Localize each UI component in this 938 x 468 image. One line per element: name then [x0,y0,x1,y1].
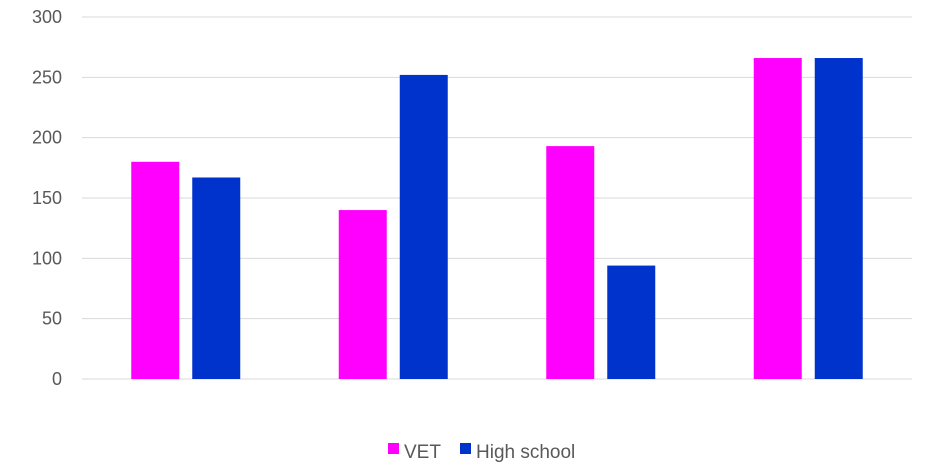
legend-label-vet: VET [404,442,441,463]
y-tick-label: 100 [32,248,62,268]
legend: VET High school [388,442,575,463]
bar-high-school [814,58,863,379]
legend-swatch-vet [388,443,399,454]
bar-vet [131,161,180,379]
y-tick-label: 50 [42,309,62,329]
bars [131,58,863,380]
y-axis-tick-labels: 0 50 100 150 200 250 300 [32,7,62,389]
legend-label-high-school: High school [476,442,575,463]
bar-high-school [399,74,448,380]
bar-vet [753,58,802,379]
bar-high-school [192,177,241,379]
bar-high-school [607,265,656,379]
y-tick-label: 150 [32,188,62,208]
y-tick-label: 200 [32,128,62,148]
bar-vet [338,210,387,379]
y-tick-label: 250 [32,67,62,87]
legend-swatch-high-school [460,443,471,454]
bar-vet [546,146,595,379]
y-tick-label: 0 [52,369,62,389]
y-tick-label: 300 [32,7,62,27]
